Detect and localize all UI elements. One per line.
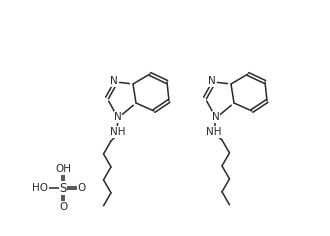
Text: HO: HO <box>32 183 48 193</box>
Text: N: N <box>114 112 122 122</box>
Text: NH: NH <box>110 127 126 137</box>
Text: N: N <box>110 76 118 86</box>
Text: O: O <box>78 183 86 193</box>
Text: O: O <box>59 202 67 212</box>
Text: N: N <box>212 112 220 122</box>
Text: N: N <box>208 76 216 86</box>
Text: NH: NH <box>206 127 222 137</box>
Text: S: S <box>59 181 67 194</box>
Text: OH: OH <box>55 164 71 174</box>
